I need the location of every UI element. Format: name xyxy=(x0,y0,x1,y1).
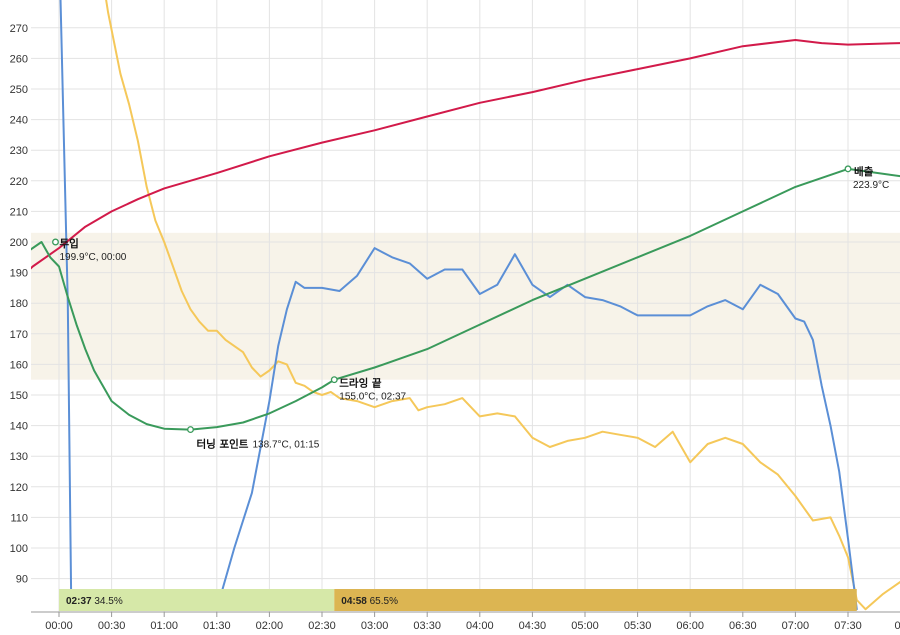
phase-label: 04:58 65.5% xyxy=(341,596,398,607)
x-tick-label: 03:30 xyxy=(413,620,441,632)
phase-segment xyxy=(334,589,857,611)
x-tick-label: 06:30 xyxy=(729,620,757,632)
x-tick-label: 05:30 xyxy=(624,620,652,632)
phase-segment xyxy=(59,589,335,611)
y-tick-label: 260 xyxy=(10,53,28,65)
x-tick-label: 00:30 xyxy=(98,620,126,632)
annotation-name: 투입 xyxy=(59,237,78,250)
annotation-layer: 투입 199.9°C, 00:00 터닝 포인트 138.7°C, 01:15 드라잉 … xyxy=(52,165,889,451)
y-tick-label: 100 xyxy=(10,543,28,555)
y-tick-label: 120 xyxy=(10,482,28,494)
annotation-detail: 138.7°C, 01:15 xyxy=(253,440,320,451)
x-tick-label: 02:00 xyxy=(256,620,284,632)
series-line-bean xyxy=(31,167,900,431)
x-tick-label: 01:30 xyxy=(203,620,231,632)
x-tick-label: 07:00 xyxy=(782,620,810,632)
series-line-secondary xyxy=(105,0,900,611)
x-tick-label: 04:00 xyxy=(466,620,494,632)
y-tick-label: 250 xyxy=(10,84,28,96)
y-tick-label: 200 xyxy=(10,237,28,249)
annotation-marker xyxy=(844,165,852,173)
x-tick-label: 03:00 xyxy=(361,620,389,632)
x-tick-label: 00:00 xyxy=(45,620,73,632)
annotation-detail: 155.0°C, 02:37 xyxy=(339,392,406,403)
y-tick-label: 130 xyxy=(10,451,28,463)
annotation-marker xyxy=(330,376,338,384)
annotation-marker xyxy=(52,238,59,246)
y-tick-label: 150 xyxy=(10,390,28,402)
annotation-name: 드라잉 끝 xyxy=(339,377,382,390)
series-line-env xyxy=(31,39,900,270)
x-tick-label: 07:30 xyxy=(834,620,862,632)
y-tick-label: 270 xyxy=(10,23,28,35)
x-tick-label: 04:30 xyxy=(519,620,547,632)
y-tick-label: 210 xyxy=(10,206,28,218)
annotation-name: 배출 xyxy=(854,165,874,178)
y-tick-label: 110 xyxy=(10,512,28,524)
y-tick-label: 160 xyxy=(10,359,28,371)
annotation-detail: 199.9°C, 00:00 xyxy=(59,252,126,263)
y-tick-label: 240 xyxy=(10,115,28,127)
annotation-name: 터닝 포인트 xyxy=(197,438,249,451)
phase-label: 02:37 34.5% xyxy=(66,596,123,607)
x-tick-label: 01:00 xyxy=(150,620,178,632)
y-tick-label: 180 xyxy=(10,298,28,310)
y-tick-label: 140 xyxy=(10,421,28,433)
series-line-ror xyxy=(59,0,858,611)
y-tick-label: 90 xyxy=(16,574,28,586)
annotation-detail: 223.9°C xyxy=(853,180,889,191)
x-tick-label: 08 xyxy=(894,620,900,632)
axis-layer: 90 100 110 120 130 140 150 160 170 180 190 200 210 22… xyxy=(10,23,900,632)
target-band-layer xyxy=(31,232,900,380)
y-tick-label: 220 xyxy=(10,176,28,188)
target-temperature-band xyxy=(31,232,900,380)
series-layer xyxy=(31,0,900,611)
phase-bar-layer: 02:37 34.5% 04:58 65.5% xyxy=(59,589,857,611)
y-tick-label: 230 xyxy=(10,145,28,157)
x-tick-label: 05:00 xyxy=(571,620,599,632)
y-tick-label: 170 xyxy=(10,329,28,341)
x-tick-label: 06:00 xyxy=(676,620,704,632)
y-tick-label: 190 xyxy=(10,268,28,280)
annotation-marker xyxy=(187,426,194,434)
x-tick-label: 02:30 xyxy=(308,620,336,632)
